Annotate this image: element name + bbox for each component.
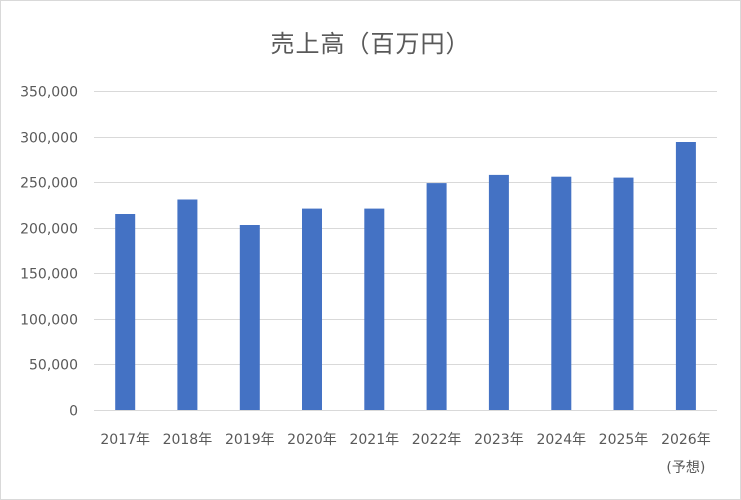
bar [426, 183, 447, 410]
bar [613, 177, 634, 410]
y-tick-label: 150,000 [20, 267, 78, 283]
x-tick-label: 2021年 [349, 432, 399, 448]
x-tick-label: 2023年 [474, 432, 524, 448]
y-tick-label: 250,000 [20, 176, 78, 192]
gridlines [94, 91, 717, 411]
y-tick-label: 350,000 [20, 85, 78, 101]
x-tick-label: 2020年 [287, 432, 337, 448]
bar [239, 225, 260, 410]
bar [675, 142, 696, 410]
bar [177, 199, 198, 410]
y-tick-label: 50,000 [29, 358, 78, 374]
x-tick-label: 2019年 [225, 432, 275, 448]
x-tick-label: 2022年 [412, 432, 462, 448]
bar [115, 214, 136, 410]
y-axis-labels: 0 50,000 100,000 150,000 200,000 250,000 300,0… [20, 85, 78, 420]
bar [551, 176, 572, 410]
x-tick-label: 2018年 [163, 432, 213, 448]
x-tick-sublabel: (予想) [666, 460, 705, 476]
chart-title: 売上高（百万円） [270, 30, 471, 58]
x-tick-label: 2017年 [100, 432, 150, 448]
x-axis-labels: 2017年 2018年 2019年 2020年 2021年 2022年 2023年 2024年… [100, 432, 710, 476]
bar [364, 208, 385, 410]
bar [488, 174, 509, 410]
x-tick-label: 2024年 [536, 432, 586, 448]
x-tick-label: 2025年 [599, 432, 649, 448]
y-tick-label: 100,000 [20, 313, 78, 329]
x-tick-label: 2026年 [661, 432, 711, 448]
y-tick-label: 300,000 [20, 131, 78, 147]
y-tick-label: 200,000 [20, 222, 78, 238]
bar [302, 208, 322, 410]
bars [115, 142, 696, 410]
y-tick-label: 0 [69, 404, 78, 420]
